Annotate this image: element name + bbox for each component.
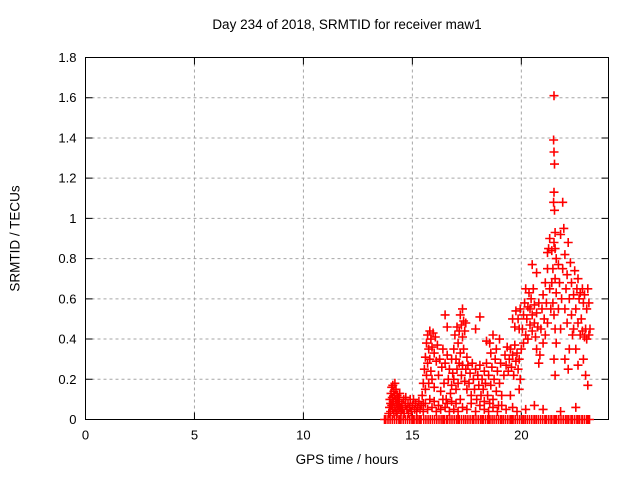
chart-title: Day 234 of 2018, SRMTID for receiver maw… (212, 17, 482, 32)
x-tick-label: 0 (82, 428, 89, 443)
x-tick-label: 20 (514, 428, 528, 443)
x-axis-label: GPS time / hours (295, 452, 399, 467)
y-tick-label: 1 (69, 211, 76, 226)
y-tick-label: 0.4 (58, 332, 76, 347)
grid-lines (85, 57, 609, 420)
x-tick-label: 10 (296, 428, 310, 443)
tick-marks (85, 57, 609, 420)
y-tick-label: 0 (69, 412, 76, 427)
y-tick-label: 1.8 (58, 50, 76, 65)
y-tick-label: 0.2 (58, 372, 76, 387)
y-tick-label: 1.6 (58, 90, 76, 105)
baseline-points (380, 415, 594, 424)
y-tick-label: 0.6 (58, 291, 76, 306)
y-tick-label: 0.8 (58, 251, 76, 266)
y-tick-label: 1.2 (58, 171, 76, 186)
scatter-points (384, 91, 595, 418)
y-tick-label: 1.4 (58, 130, 76, 145)
x-tick-label: 15 (405, 428, 419, 443)
x-tick-label: 5 (191, 428, 198, 443)
plot-border (85, 57, 609, 420)
